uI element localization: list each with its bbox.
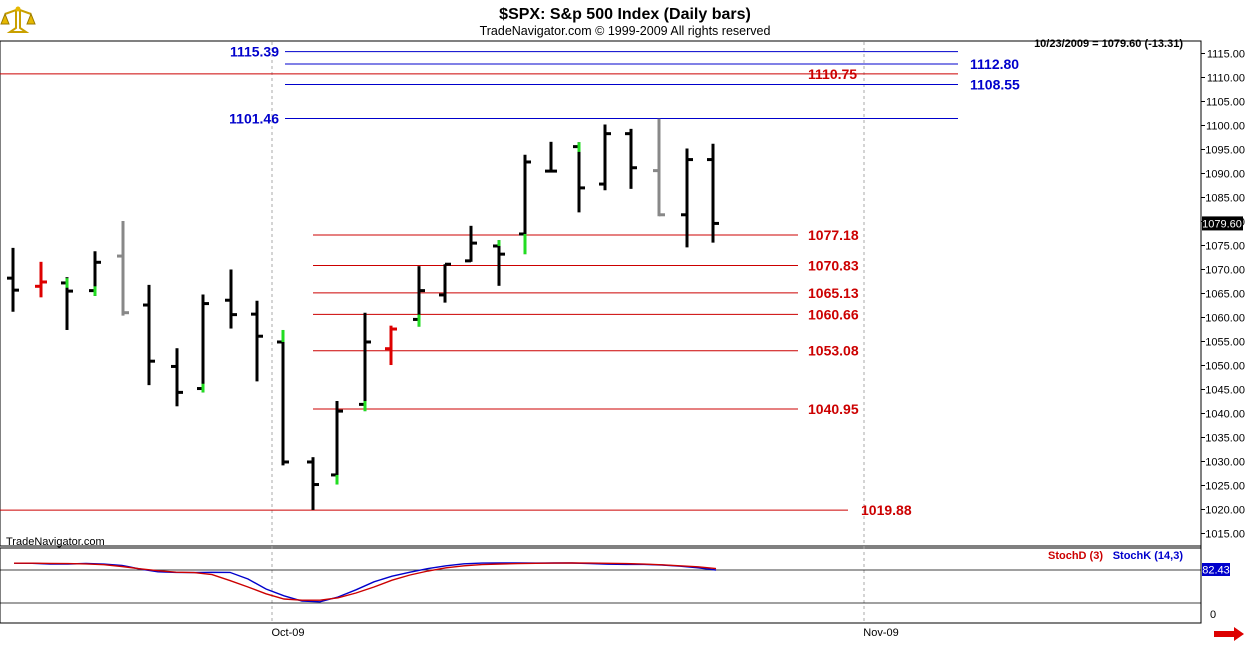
- price-tick-label: 1065.00: [1205, 289, 1245, 301]
- watermark: TradeNavigator.com: [6, 536, 105, 548]
- stochastic-panel: [0, 547, 1202, 624]
- chart-subtitle: TradeNavigator.com © 1999-2009 All right…: [480, 24, 771, 38]
- header-bar: [0, 0, 1250, 41]
- price-tick-label: 1085.00: [1205, 193, 1245, 205]
- level-label: 1019.88: [861, 502, 912, 518]
- level-label: 1112.80: [970, 56, 1019, 72]
- price-tick-label: 1040.00: [1205, 409, 1245, 421]
- chart-title: $SPX: S&p 500 Index (Daily bars): [499, 6, 751, 23]
- ohlc-bar: [465, 225, 477, 263]
- level-label: 1065.13: [808, 285, 859, 301]
- level-lines: 1115.39 1112.80 1110.75 1108.55 1101.46 1077.…: [0, 44, 1020, 518]
- ohlc-bar: [225, 269, 237, 329]
- level-label: 1115.39: [230, 44, 279, 60]
- ohlc-bar: [385, 325, 397, 366]
- x-label-oct: Oct-09: [271, 627, 304, 639]
- price-tick-label: 1020.00: [1205, 505, 1245, 517]
- stoch-d-line: [14, 562, 717, 601]
- price-tick-label: 1030.00: [1205, 457, 1245, 469]
- level-label: 1101.46: [229, 110, 279, 126]
- level-label: 1053.08: [808, 343, 859, 359]
- price-tick-label: 1110.00: [1207, 73, 1245, 85]
- price-tick-label: 1035.00: [1205, 433, 1245, 445]
- stoch-d-legend: StochD (3): [1048, 550, 1103, 562]
- ohlc-bars: [7, 118, 719, 510]
- price-tick-label: 1015.00: [1205, 529, 1245, 541]
- date-gridlines: [271, 42, 865, 623]
- ohlc-bar: [653, 118, 665, 217]
- level-label: 1108.55: [970, 76, 1020, 92]
- scales-logo-icon: [0, 6, 36, 33]
- ohlc-bar: [117, 221, 129, 316]
- ohlc-bar: [171, 348, 183, 407]
- price-tick-label: 1115.00: [1207, 49, 1245, 61]
- price-tick-label: 1070.00: [1205, 265, 1245, 277]
- ohlc-bar: [545, 141, 557, 173]
- stoch-k-legend: StochK (14,3): [1113, 550, 1184, 562]
- price-panel: [0, 40, 1202, 547]
- level-label: 1070.83: [808, 258, 859, 274]
- ohlc-bar: [35, 261, 47, 298]
- ohlc-bar: [143, 284, 155, 386]
- price-tick-label: 1100.00: [1206, 121, 1245, 133]
- level-label: 1060.66: [808, 306, 859, 322]
- level-label: 1040.95: [808, 401, 859, 417]
- x-label-nov: Nov-09: [863, 627, 898, 639]
- price-tick-label: 1050.00: [1205, 361, 1245, 373]
- ohlc-bar: [707, 143, 719, 243]
- ohlc-bar: [681, 148, 693, 248]
- ohlc-bar: [599, 124, 611, 191]
- ohlc-bar: [307, 457, 319, 510]
- price-tick-label: 1095.00: [1205, 145, 1245, 157]
- ohlc-bar: [625, 128, 637, 189]
- last-price-box: [1202, 216, 1243, 231]
- last-info-label: 10/23/2009 = 1079.60 (-13.31): [1034, 38, 1183, 50]
- level-label: 1110.75: [808, 66, 857, 82]
- stoch-value-label: 82.43: [1202, 565, 1230, 577]
- price-tick-labels: 1015.00 1020.00 1025.00 1030.00 1035.00 1040.…: [1201, 49, 1245, 541]
- ohlc-bar: [439, 262, 451, 303]
- ohlc-bar: [7, 247, 19, 312]
- level-label: 1077.18: [808, 227, 859, 243]
- last-price-label: 1079.60: [1202, 218, 1242, 230]
- price-tick-label: 1060.00: [1205, 313, 1245, 325]
- price-tick-label: 1045.00: [1205, 385, 1245, 397]
- stoch-zero-label: 0: [1210, 609, 1216, 621]
- scroll-right-arrow-icon[interactable]: [1214, 627, 1244, 641]
- ohlc-bar: [251, 300, 263, 382]
- price-tick-label: 1025.00: [1205, 481, 1245, 493]
- price-tick-label: 1055.00: [1205, 337, 1245, 349]
- stoch-value-box: [1202, 563, 1230, 576]
- price-tick-label: 1105.00: [1206, 97, 1245, 109]
- price-axis: [1201, 41, 1250, 623]
- price-tick-label: 1075.00: [1205, 241, 1245, 253]
- price-tick-label: 1090.00: [1205, 169, 1245, 181]
- stochastic-lines: [0, 562, 1201, 604]
